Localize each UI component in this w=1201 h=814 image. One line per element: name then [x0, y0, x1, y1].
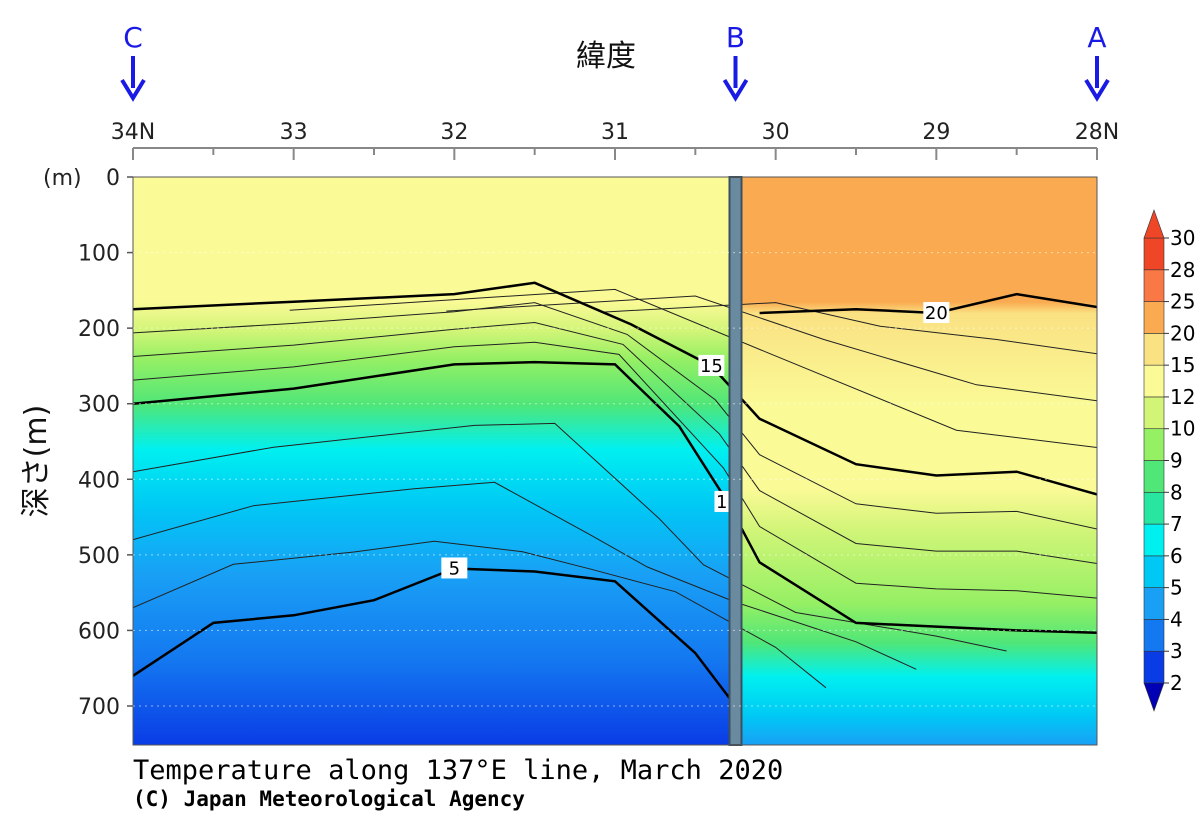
x-tick-label: 30 — [762, 120, 790, 145]
chart-credit: (C) Japan Meteorological Agency — [133, 787, 525, 811]
colorbar-label: 7 — [1170, 512, 1183, 536]
colorbar-segment — [1143, 555, 1165, 588]
marker-label-c: C — [123, 21, 143, 54]
colorbar-segment — [1143, 237, 1165, 271]
colorbar-label: 4 — [1170, 607, 1183, 631]
contour-line — [133, 341, 1097, 599]
contour-label-bg — [698, 354, 725, 376]
colorbar-label: 28 — [1170, 258, 1195, 282]
y-tick-label: 600 — [78, 619, 120, 644]
x-axis-title: 緯度 — [576, 39, 636, 74]
contour-label-bg — [441, 557, 468, 579]
colorbar-segment — [1143, 364, 1165, 398]
colorbar-label: 12 — [1170, 385, 1195, 409]
chart-title: Temperature along 137°E line, March 2020 — [133, 755, 783, 786]
y-tick-label: 700 — [78, 695, 120, 720]
y-axis-title: 深さ(m) — [19, 405, 54, 518]
marker-label-a: A — [1087, 21, 1106, 54]
contour-line — [133, 422, 1007, 652]
field-north-of-b — [133, 177, 733, 745]
depth-unit-label: (m) — [43, 166, 82, 191]
x-tick-label: 32 — [440, 120, 468, 145]
colorbar-segment — [1143, 333, 1165, 366]
colorbar-segment — [1143, 428, 1165, 461]
marker-label-b: B — [726, 21, 745, 54]
colorbar-top-arrow — [1143, 209, 1165, 239]
contour-line — [133, 481, 917, 670]
colorbar-segment — [1143, 523, 1165, 557]
colorbar-segment — [1143, 619, 1165, 652]
down-arrow-head-icon — [722, 78, 749, 102]
colorbar-label: 2 — [1170, 671, 1183, 695]
contour-label: 5 — [449, 558, 460, 579]
x-tick-label: 31 — [601, 120, 629, 145]
contour-label-bg — [923, 302, 950, 324]
colorbar: 2 3 4 5 6 7 8 9 10 12 15 20 25 28 30 — [1143, 209, 1195, 712]
colorbar-bottom-arrow — [1143, 682, 1165, 712]
contour-line — [133, 321, 1097, 564]
colorbar-label: 15 — [1170, 353, 1195, 377]
colorbar-label: 6 — [1170, 544, 1183, 568]
colorbar-label: 20 — [1170, 321, 1195, 345]
colorbar-label: 8 — [1170, 480, 1183, 504]
contour-line — [133, 302, 1097, 530]
colorbar-label: 25 — [1170, 290, 1195, 314]
colorbar-label: 30 — [1170, 226, 1195, 250]
colorbar-label: 9 — [1170, 449, 1183, 473]
plot-frame — [132, 176, 1098, 746]
colorbar-label: 5 — [1170, 576, 1183, 600]
colorbar-segment — [1143, 396, 1165, 430]
down-arrow-head-icon — [120, 78, 146, 102]
y-tick-label: 400 — [78, 468, 120, 493]
contour-line — [289, 288, 1097, 448]
y-tick-label: 0 — [106, 166, 120, 191]
colorbar-segment — [1143, 491, 1165, 525]
y-tick-label: 200 — [78, 317, 120, 342]
x-tick-label: 28N — [1075, 120, 1119, 145]
y-tick-label: 100 — [78, 242, 120, 267]
colorbar-label: 3 — [1170, 639, 1183, 663]
x-tick-label: 34N — [111, 120, 155, 145]
colorbar-segment — [1143, 301, 1165, 334]
colorbar-segment — [1143, 650, 1165, 684]
contour-lines — [133, 288, 1097, 689]
station-b-bar — [728, 176, 743, 746]
y-axis: 0 100 200 300 400 500 600 700 — [78, 166, 133, 720]
colorbar-segment — [1143, 587, 1165, 620]
colorbar-label: 10 — [1170, 417, 1195, 441]
depth-gridlines — [133, 252, 1097, 707]
colorbar-segment — [1143, 269, 1165, 302]
field-south-of-b — [733, 177, 1097, 745]
contour-10 — [133, 360, 1097, 634]
contour-line — [446, 295, 1097, 402]
contour-line — [602, 302, 1097, 355]
x-tick-label: 29 — [922, 120, 950, 145]
y-tick-label: 300 — [78, 393, 120, 418]
y-tick-label: 500 — [78, 544, 120, 569]
colorbar-segment — [1143, 460, 1165, 493]
x-axis: 34N 33 32 31 30 29 28N — [111, 120, 1119, 160]
contour-label: 15 — [700, 356, 723, 377]
x-tick-label: 33 — [280, 120, 308, 145]
down-arrow-head-icon — [1084, 78, 1110, 102]
contour-label: 20 — [925, 303, 948, 324]
